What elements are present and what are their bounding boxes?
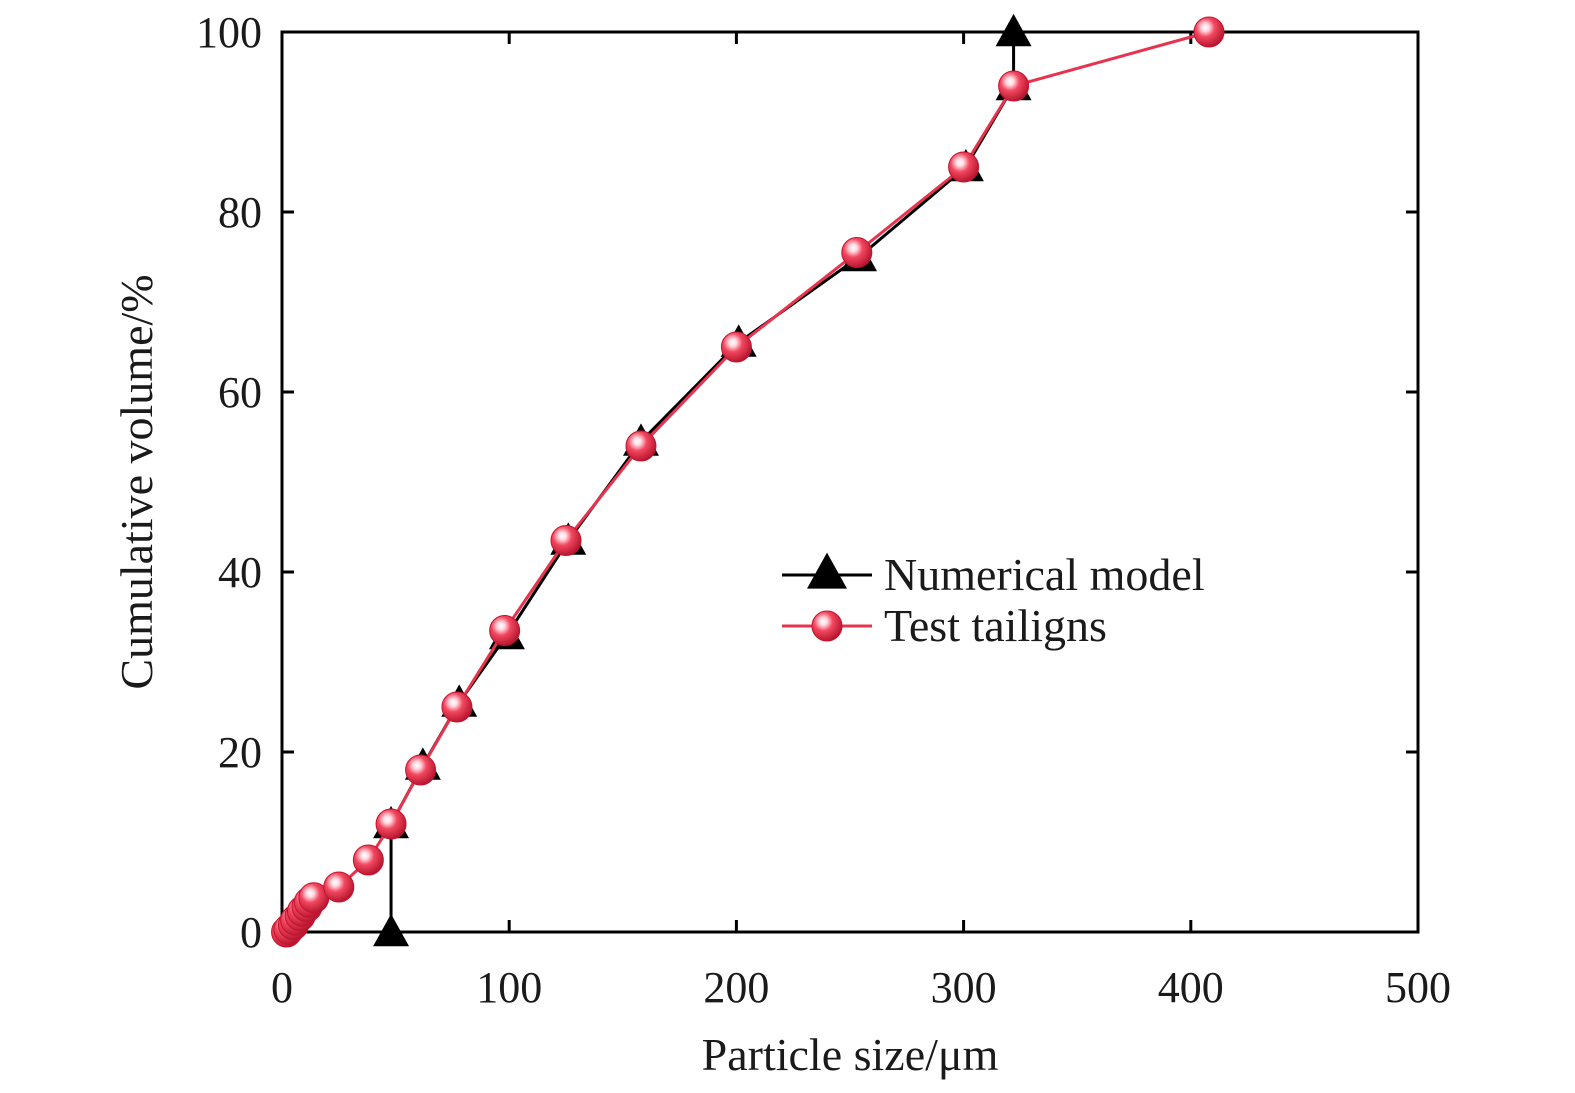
legend-item: Test tailigns <box>782 600 1107 651</box>
test-tailigns-point <box>948 151 980 183</box>
legend-triangle-icon <box>807 552 847 589</box>
test-tailigns-point <box>352 844 384 876</box>
legend-label: Numerical model <box>884 549 1205 600</box>
test-tailigns-point <box>720 331 752 363</box>
x-tick-label: 500 <box>1385 963 1451 1012</box>
numerical-model-point <box>995 13 1032 47</box>
test-tailigns-point <box>1193 16 1225 48</box>
legend-item: Numerical model <box>782 549 1205 600</box>
y-tick-label: 20 <box>218 728 262 777</box>
series-test-tailigns-line <box>285 30 1210 933</box>
x-tick-label: 300 <box>931 963 997 1012</box>
x-tick-label: 100 <box>476 963 542 1012</box>
y-tick-label: 60 <box>218 368 262 417</box>
x-tick-label: 0 <box>271 963 293 1012</box>
test-tailigns-point <box>550 525 582 556</box>
x-axis-title: Particle size/μm <box>702 1029 999 1080</box>
test-tailigns-point <box>323 871 355 903</box>
y-tick-label: 40 <box>218 548 262 597</box>
legend-circle-icon <box>811 610 843 642</box>
series-layer <box>271 13 1225 948</box>
x-axis: 0 100 200 300 400 500 <box>271 32 1451 1012</box>
x-tick-label: 400 <box>1158 963 1224 1012</box>
numerical-model-point <box>373 913 410 947</box>
test-tailigns-point <box>998 70 1030 102</box>
plot-frame <box>280 30 1420 934</box>
series-numerical-model-line <box>389 32 1016 932</box>
test-tailigns-point <box>405 754 437 786</box>
y-axis-title: Cumulative volume/% <box>111 274 162 689</box>
test-tailigns-point <box>375 808 407 840</box>
test-tailigns-point <box>441 691 473 723</box>
x-tick-label: 200 <box>703 963 769 1012</box>
test-tailigns-point <box>489 615 521 646</box>
test-tailigns-point <box>841 237 873 268</box>
test-tailigns-point <box>625 430 657 462</box>
y-tick-label: 0 <box>240 908 262 957</box>
y-tick-label: 100 <box>196 8 262 57</box>
legend-label: Test tailigns <box>884 600 1107 651</box>
y-tick-label: 80 <box>218 188 262 237</box>
series-test-tailigns <box>271 16 1225 948</box>
series-numerical-model <box>373 13 1032 947</box>
